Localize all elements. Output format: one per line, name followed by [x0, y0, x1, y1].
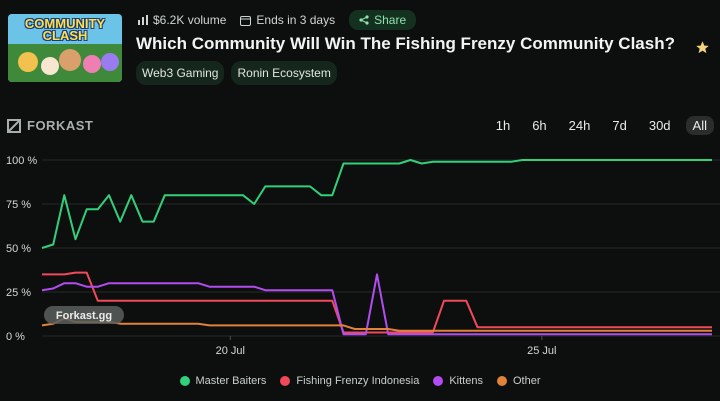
chart-legend: Master Baiters Fishing Frenzy Indonesia … — [0, 375, 720, 387]
thumbnail-title: COMMUNITY CLASH — [24, 16, 106, 43]
share-label: Share — [374, 13, 407, 27]
range-30d[interactable]: 30d — [648, 118, 671, 133]
brand-name: FORKAST — [27, 118, 94, 133]
tag-list: Web3 Gaming Ronin Ecosystem — [136, 61, 344, 85]
range-all[interactable]: All — [685, 116, 714, 135]
legend-fishing-frenzy[interactable]: Fishing Frenzy Indonesia — [280, 375, 419, 387]
watermark-badge: Forkast.gg — [44, 306, 124, 324]
legend-label: Fishing Frenzy Indonesia — [296, 375, 420, 387]
y-tick-label: 75 % — [6, 199, 31, 211]
forkast-logo-icon — [7, 118, 21, 133]
favorite-star-icon[interactable] — [695, 40, 710, 60]
tag-ronin-ecosystem[interactable]: Ronin Ecosystem — [231, 61, 337, 85]
series-line-kittens — [41, 273, 712, 336]
volume-text: $6.2K volume — [153, 13, 227, 27]
series-line-master-baiters — [41, 159, 712, 249]
legend-dot — [280, 376, 291, 386]
legend-dot — [496, 376, 507, 386]
y-tick-label: 25 % — [6, 287, 31, 299]
legend-label: Kittens — [449, 375, 483, 387]
range-7d[interactable]: 7d — [612, 118, 627, 133]
legend-label: Other — [512, 375, 541, 387]
range-24h[interactable]: 24h — [568, 118, 591, 133]
legend-kittens[interactable]: Kittens — [433, 375, 483, 387]
bar-chart-icon — [138, 15, 148, 25]
probability-chart: 100 % 75 % 50 % 25 % 0 % 20 Jul 25 Jul Forkast.… — [6, 155, 720, 357]
legend-master-baiters[interactable]: Master Baiters — [179, 375, 267, 387]
series-line-fishing-frenzy-indonesia — [42, 271, 712, 334]
market-title: Which Community Will Win The Fishing Fre… — [136, 34, 675, 53]
volume-stat: $6.2K volume — [138, 13, 226, 27]
end-date-stat: Ends in 3 days — [240, 13, 335, 27]
y-tick-label: 50 % — [6, 243, 31, 255]
market-thumbnail: COMMUNITY CLASH — [8, 14, 122, 82]
series-line-other — [41, 317, 712, 332]
legend-other[interactable]: Other — [496, 375, 541, 387]
watermark-text: Forkast.gg — [56, 310, 112, 322]
community-clash-artwork — [8, 14, 122, 82]
y-tick-label: 0 % — [6, 331, 25, 343]
x-tick-label: 25 Jul — [527, 345, 556, 357]
legend-label: Master Baiters — [195, 375, 267, 387]
range-6h[interactable]: 6h — [532, 118, 547, 133]
legend-dot — [179, 376, 190, 386]
legend-dot — [433, 376, 444, 386]
calendar-icon — [240, 15, 252, 26]
forkast-brand: FORKAST — [7, 118, 93, 133]
range-1h[interactable]: 1h — [495, 118, 511, 133]
x-tick-label: 20 Jul — [216, 345, 245, 357]
y-tick-label: 100 % — [6, 155, 37, 167]
tag-web3-gaming[interactable]: Web3 Gaming — [136, 61, 225, 85]
share-button[interactable]: Share — [349, 10, 417, 30]
end-date-text: Ends in 3 days — [256, 13, 336, 27]
market-meta: $6.2K volume Ends in 3 days Share — [138, 10, 417, 30]
time-range-selector: 1h 6h 24h 7d 30d All — [481, 116, 714, 135]
share-icon — [359, 15, 369, 25]
